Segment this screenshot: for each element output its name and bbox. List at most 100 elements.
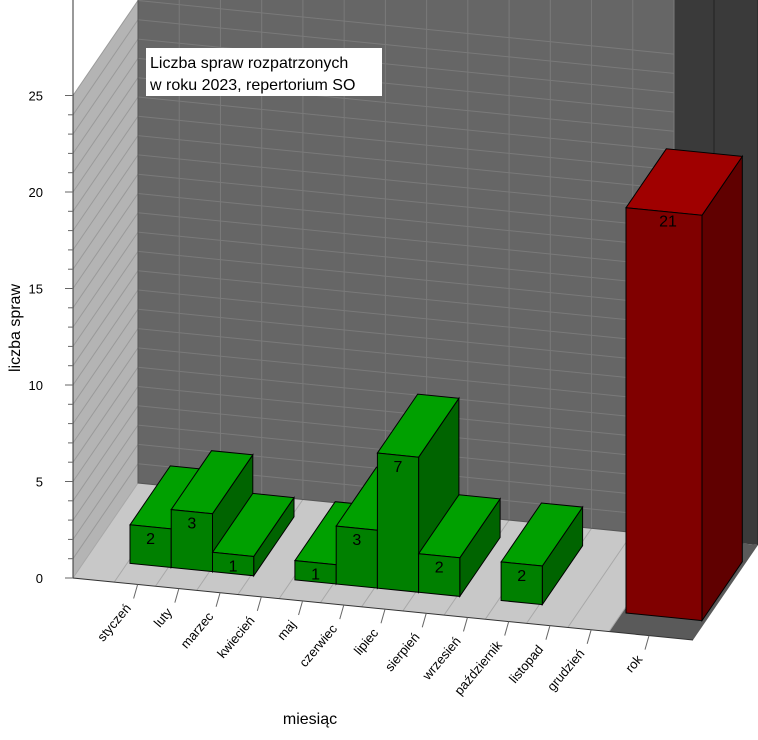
side-grid-line — [72, 309, 139, 405]
side-grid-line — [72, 96, 139, 193]
y-tick-label: 20 — [29, 185, 43, 200]
side-grid-line — [72, 405, 139, 502]
side-grid-line — [72, 212, 139, 309]
back-grid-hline — [137, 270, 675, 325]
left-wall — [73, 0, 138, 578]
bar-value-label: 2 — [435, 560, 444, 577]
bar-value-label: 1 — [229, 558, 238, 575]
x-category-label: sierpień — [382, 630, 423, 675]
title-background — [146, 48, 382, 96]
side-grid-line — [72, 77, 139, 173]
y-tick-label: 0 — [36, 571, 43, 586]
side-grid-line — [72, 347, 139, 444]
x-category-label: grudzień — [544, 646, 588, 694]
x-tick — [298, 600, 304, 616]
back-grid-hline — [137, 328, 675, 383]
floor-grid-line — [72, 482, 139, 579]
side-grid-line — [72, 444, 139, 540]
x-tick — [462, 617, 468, 632]
side-grid-line — [72, 424, 139, 521]
back-grid-hline — [137, 289, 675, 345]
x-tick — [215, 592, 221, 607]
x-category-label: wrzesień — [419, 634, 464, 684]
bar-total — [625, 148, 744, 623]
side-grid-line — [72, 328, 139, 424]
back-grid-hline — [137, 115, 675, 171]
x-category-label: marzec — [177, 609, 216, 652]
back-grid-hline — [137, 135, 675, 190]
back-wall — [138, 0, 674, 537]
bar-7-front — [376, 452, 420, 593]
side-grid-line — [72, 463, 139, 559]
x-tick — [586, 629, 592, 644]
side-grid-line — [72, 38, 139, 135]
bar-value-label: 1 — [311, 567, 320, 584]
bar-10-front — [500, 561, 543, 606]
side-grid-line — [72, 270, 139, 366]
y-tick-label: 5 — [36, 475, 43, 490]
bar-8-front — [418, 553, 461, 597]
bar-3 — [211, 492, 295, 578]
x-tick — [545, 625, 551, 640]
x-tick — [421, 613, 427, 628]
x-category-label: styczeń — [94, 601, 134, 644]
bar-10 — [500, 502, 584, 607]
side-grid-line — [72, 173, 139, 270]
chart-title-line-2: w roku 2023, repertorium SO — [149, 77, 355, 94]
back-grid-hline — [137, 366, 675, 422]
bar-7 — [376, 393, 460, 594]
x-category-label: lipiec — [351, 625, 382, 658]
back-grid-hline — [137, 154, 675, 209]
back-grid-hline — [137, 96, 675, 152]
chart-title-box: Liczba spraw rozpatrzonych w roku 2023, … — [146, 48, 382, 96]
side-grid-line — [72, 135, 139, 231]
back-grid-hline — [137, 308, 675, 364]
back-grid-hline — [137, 250, 675, 306]
chart-bars — [129, 148, 744, 623]
bar-8 — [417, 494, 501, 599]
x-tick — [504, 621, 510, 636]
bar-value-label: 2 — [146, 531, 155, 548]
side-grid-line — [72, 251, 139, 347]
bar-total-front — [625, 207, 703, 622]
x-tick — [256, 596, 262, 611]
side-grid-line — [72, 289, 139, 386]
side-grid-line — [72, 231, 139, 328]
y-tick-label: 25 — [29, 89, 43, 104]
x-tick — [133, 584, 139, 599]
y-tick-label: 10 — [29, 378, 43, 393]
side-grid-line — [72, 58, 139, 154]
bar-value-label: 3 — [352, 532, 361, 549]
x-category-label: maj — [274, 617, 299, 643]
x-tick — [174, 588, 180, 603]
back-grid-hline — [137, 173, 675, 229]
x-category-label: listopad — [506, 642, 546, 686]
bar-3-front — [212, 551, 255, 577]
x-total-label: rok — [622, 652, 645, 676]
x-axis-title: miesiąc — [283, 711, 337, 728]
x-category-label: kwiecień — [214, 613, 258, 661]
x-category-label: luty — [151, 604, 176, 630]
back-grid-hline — [137, 212, 675, 267]
x-tick — [380, 609, 386, 624]
bar-value-label: 2 — [517, 568, 526, 585]
chart-title-line-1: Liczba spraw rozpatrzonych — [150, 55, 348, 72]
x-tick — [644, 635, 650, 650]
bar-value-label: 7 — [394, 459, 403, 476]
x-category-label: czerwiec — [296, 621, 340, 670]
side-grid-line — [72, 19, 139, 116]
bar-total-value-label: 21 — [659, 214, 677, 231]
back-grid-hline — [137, 193, 675, 248]
side-grid-line — [72, 0, 139, 96]
back-grid-hline — [137, 347, 675, 402]
back-grid-hline — [137, 0, 675, 55]
floor-grid-line — [567, 532, 634, 628]
bar-2-front — [170, 509, 213, 573]
back-grid-hline — [137, 19, 675, 74]
back-grid-hline — [137, 231, 675, 287]
side-grid-line — [72, 154, 139, 251]
side-grid-line — [72, 366, 139, 463]
y-tick-label: 15 — [29, 282, 43, 297]
side-grid-line — [72, 386, 139, 482]
